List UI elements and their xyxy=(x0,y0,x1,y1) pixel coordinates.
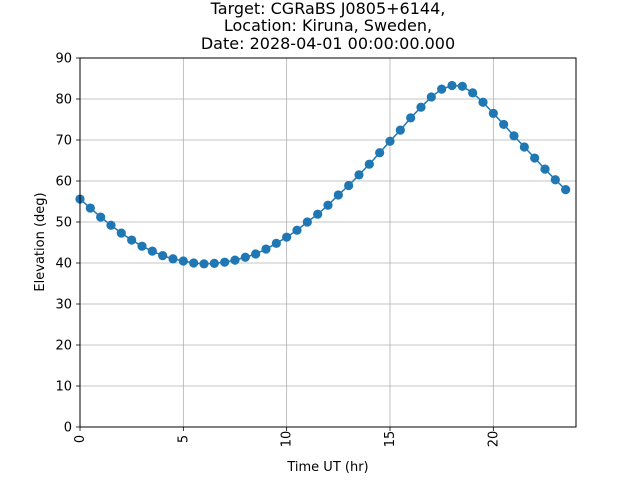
data-point xyxy=(271,238,281,248)
data-point xyxy=(230,255,240,265)
data-point xyxy=(251,249,261,259)
y-tick-label: 50 xyxy=(55,216,72,231)
data-point xyxy=(137,241,147,251)
data-point xyxy=(509,131,519,141)
data-point xyxy=(385,136,395,146)
series-elevation xyxy=(75,80,571,269)
axes xyxy=(76,57,577,431)
data-point xyxy=(292,225,302,235)
data-point xyxy=(468,88,478,98)
data-point xyxy=(158,251,168,261)
data-point xyxy=(220,257,230,267)
x-tick-label: 5 xyxy=(176,435,191,443)
data-point xyxy=(478,97,488,107)
y-tick-label: 10 xyxy=(55,380,72,395)
data-point xyxy=(344,180,354,191)
title-line-3: Date: 2028-04-01 00:00:00.000 xyxy=(201,34,455,53)
y-tick-label: 90 xyxy=(55,52,72,67)
data-point xyxy=(364,159,374,169)
data-point xyxy=(375,148,385,158)
title-line-1: Target: CGRaBS J0805+6144, xyxy=(210,0,446,18)
data-point xyxy=(457,81,467,91)
data-point xyxy=(447,80,457,91)
data-point xyxy=(96,212,106,222)
data-point xyxy=(416,102,426,112)
data-point xyxy=(178,256,188,266)
y-tick-label: 20 xyxy=(55,339,72,354)
data-point xyxy=(240,252,250,262)
data-point xyxy=(189,258,199,268)
data-point xyxy=(199,259,209,269)
data-point xyxy=(116,228,126,238)
x-axis-label: Time UT (hr) xyxy=(286,460,368,475)
data-point xyxy=(209,258,219,269)
y-tick-label: 40 xyxy=(55,257,72,272)
data-point xyxy=(519,142,529,152)
x-tick-label: 0 xyxy=(73,435,88,443)
x-tick-label: 10 xyxy=(280,431,295,448)
data-point xyxy=(499,119,509,130)
data-point xyxy=(313,209,323,219)
data-point xyxy=(488,108,498,118)
data-point xyxy=(530,153,540,163)
data-point xyxy=(333,190,343,200)
data-point xyxy=(550,175,560,185)
x-tick-label: 15 xyxy=(383,431,398,448)
data-point xyxy=(406,113,416,123)
x-tick-label: 20 xyxy=(486,431,501,448)
data-point xyxy=(540,164,550,174)
data-point xyxy=(354,170,364,180)
data-point xyxy=(426,92,436,102)
y-tick-label: 60 xyxy=(55,175,72,190)
data-point xyxy=(261,244,271,254)
data-point xyxy=(302,217,312,227)
data-point xyxy=(395,125,405,135)
data-point xyxy=(437,84,447,94)
data-point xyxy=(127,235,137,245)
data-point xyxy=(168,254,178,264)
data-point xyxy=(106,220,116,230)
tick-labels: 0 5 10 15 20 0 10 20 30 40 50 60 70 80 90 xyxy=(55,52,501,448)
y-tick-label: 70 xyxy=(55,134,72,149)
y-tick-label: 30 xyxy=(55,298,72,313)
chart-title: Target: CGRaBS J0805+6144, Location: Kir… xyxy=(201,0,455,53)
data-point xyxy=(323,200,333,210)
data-point xyxy=(147,246,157,256)
y-tick-label: 80 xyxy=(55,93,72,108)
title-line-2: Location: Kiruna, Sweden, xyxy=(224,16,432,35)
plot-frame xyxy=(79,57,577,428)
data-point xyxy=(85,203,95,213)
data-point xyxy=(282,232,292,242)
y-tick-label: 0 xyxy=(64,421,72,436)
y-axis-label: Elevation (deg) xyxy=(33,192,48,291)
data-point xyxy=(561,185,571,195)
